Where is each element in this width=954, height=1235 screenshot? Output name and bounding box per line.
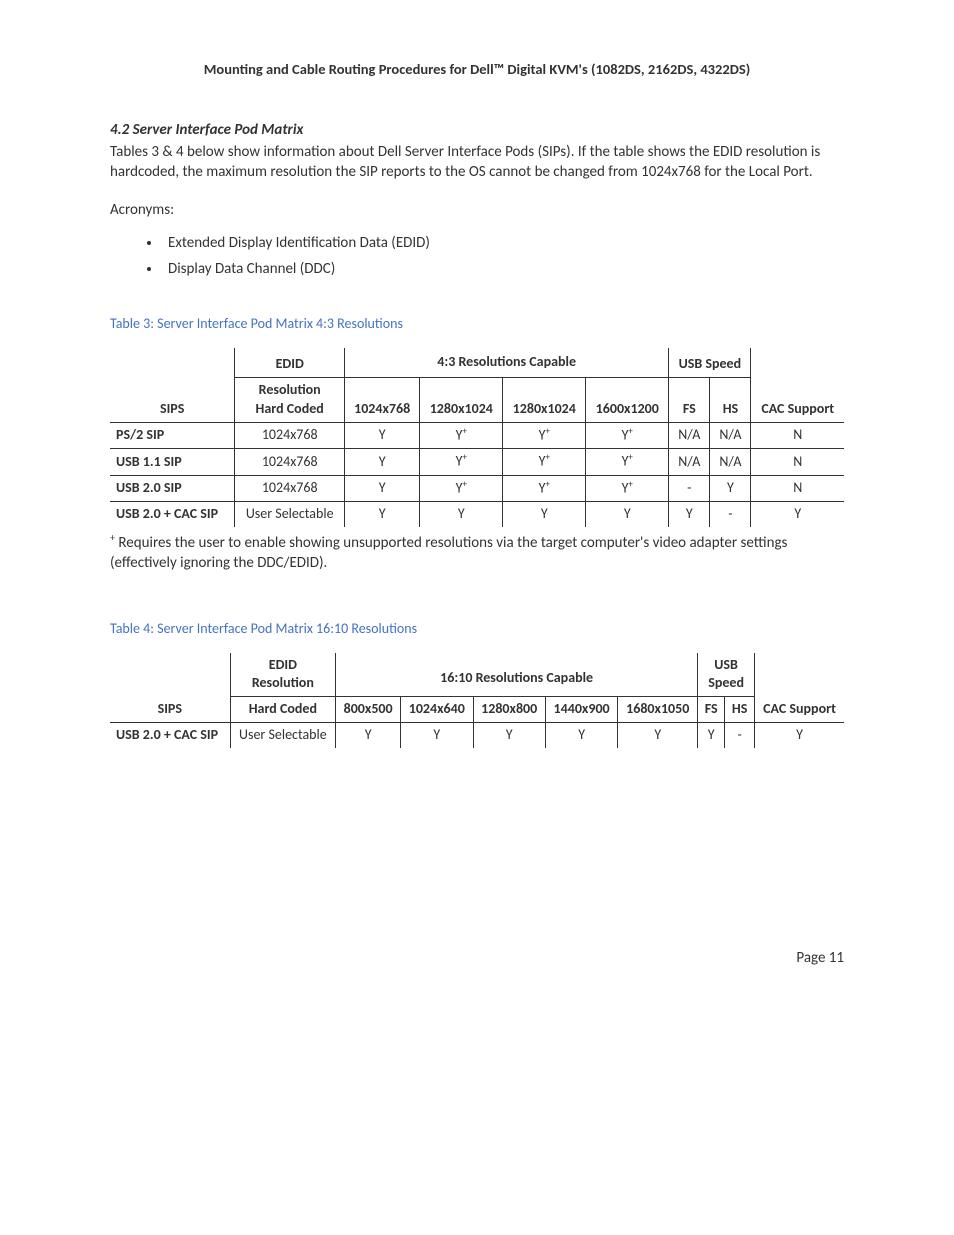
fs-cell: N/A [669,422,710,449]
res-cell: Y [345,502,420,527]
col-res-group: 16:10 Resolutions Capable [336,653,698,697]
col-edid-top: EDID [235,348,345,377]
col-res: 1280x1024 [503,377,586,422]
res-cell: Y [336,723,401,748]
list-item: Display Data Channel (DDC) [162,259,844,279]
res-cell: Y [503,502,586,527]
section-title: Server Interface Pod Matrix [133,121,304,139]
cac-cell: Y [751,502,844,527]
col-res: 1680x1050 [618,697,698,723]
section-heading: 4.2 Server Interface Pod Matrix [110,120,844,140]
sip-cell: USB 2.0 SIP [110,475,235,502]
col-cac: CAC Support [755,653,844,723]
list-item: Extended Display Identification Data (ED… [162,233,844,253]
col-usb-group: USBSpeed [698,653,755,697]
col-fs: FS [669,377,710,422]
col-res-group: 4:3 Resolutions Capable [345,348,669,377]
res-cell: Y+ [420,422,503,449]
document-header: Mounting and Cable Routing Procedures fo… [110,60,844,80]
col-usb-group: USB Speed [669,348,751,377]
sip-cell: USB 1.1 SIP [110,449,235,476]
table-row: USB 2.0 SIP1024x768YY+Y+Y+-YN [110,475,844,502]
res-cell: Y [420,502,503,527]
col-res: 1024x768 [345,377,420,422]
res-cell: Y [345,422,420,449]
res-cell: Y [345,475,420,502]
col-fs: FS [698,697,725,723]
col-sips: SIPS [110,653,230,723]
res-cell: Y [545,723,617,748]
edid-cell: User Selectable [235,502,345,527]
col-hs: HS [710,377,751,422]
cac-cell: Y [755,723,844,748]
acronyms-label: Acronyms: [110,200,844,220]
col-res: 1280x1024 [420,377,503,422]
cac-cell: N [751,449,844,476]
acronyms-list: Extended Display Identification Data (ED… [110,233,844,280]
sip-cell: PS/2 SIP [110,422,235,449]
col-res: 1600x1200 [586,377,669,422]
hs-cell: N/A [710,422,751,449]
col-res: 1280x800 [473,697,545,723]
cac-cell: N [751,422,844,449]
table3: SIPS EDID 4:3 Resolutions Capable USB Sp… [110,348,844,527]
hs-cell: N/A [710,449,751,476]
page-number: Page 11 [110,948,844,968]
edid-cell: User Selectable [230,723,336,748]
res-cell: Y+ [503,422,586,449]
col-cac: CAC Support [751,348,844,422]
res-cell: Y [618,723,698,748]
res-cell: Y+ [586,475,669,502]
section-number: 4.2 [110,121,129,139]
footnote-text: Requires the user to enable showing unsu… [110,534,787,572]
table4-caption: Table 4: Server Interface Pod Matrix 16:… [110,620,844,639]
table-row: USB 2.0 + CAC SIPUser SelectableYYYYYY-Y [110,723,844,748]
col-edid-top: EDIDResolution [230,653,336,697]
res-cell: Y [345,449,420,476]
cac-cell: N [751,475,844,502]
res-cell: Y+ [420,475,503,502]
edid-cell: 1024x768 [235,422,345,449]
res-cell: Y [401,723,473,748]
res-cell: Y+ [586,422,669,449]
col-edid-bottom: ResolutionHard Coded [235,377,345,422]
col-sips: SIPS [110,348,235,422]
col-res: 800x500 [336,697,401,723]
fs-cell: Y [698,723,725,748]
fs-cell: - [669,475,710,502]
table3-footnote: + Requires the user to enable showing un… [110,531,844,574]
fs-cell: Y [669,502,710,527]
section-intro: Tables 3 & 4 below show information abou… [110,142,844,183]
table-row: USB 1.1 SIP1024x768YY+Y+Y+N/AN/AN [110,449,844,476]
hs-cell: - [725,723,755,748]
hs-cell: Y [710,475,751,502]
res-cell: Y [473,723,545,748]
col-hs: HS [725,697,755,723]
col-edid-bottom: Hard Coded [230,697,336,723]
edid-cell: 1024x768 [235,449,345,476]
col-res: 1440x900 [545,697,617,723]
res-cell: Y+ [503,475,586,502]
res-cell: Y+ [420,449,503,476]
res-cell: Y [586,502,669,527]
res-cell: Y+ [586,449,669,476]
table4: SIPS EDIDResolution 16:10 Resolutions Ca… [110,653,844,749]
sip-cell: USB 2.0 + CAC SIP [110,502,235,527]
edid-cell: 1024x768 [235,475,345,502]
res-cell: Y+ [503,449,586,476]
hs-cell: - [710,502,751,527]
fs-cell: N/A [669,449,710,476]
sip-cell: USB 2.0 + CAC SIP [110,723,230,748]
table-row: USB 2.0 + CAC SIPUser SelectableYYYYY-Y [110,502,844,527]
table3-caption: Table 3: Server Interface Pod Matrix 4:3… [110,315,844,334]
table-row: PS/2 SIP1024x768YY+Y+Y+N/AN/AN [110,422,844,449]
col-res: 1024x640 [401,697,473,723]
